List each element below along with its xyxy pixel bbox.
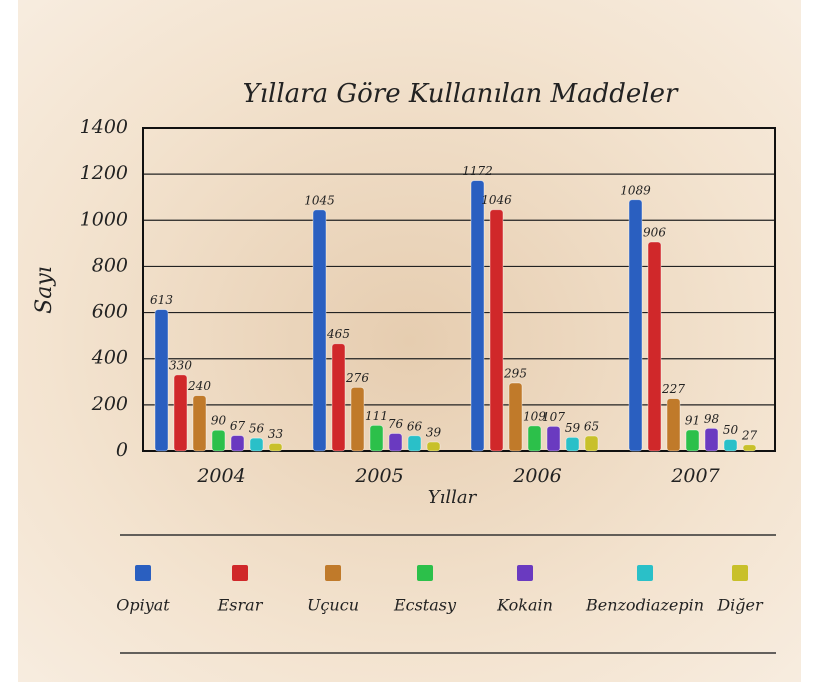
bar: [723, 439, 738, 452]
data-label: 65: [584, 420, 599, 434]
legend-swatch: [417, 565, 433, 581]
data-label: 240: [187, 379, 211, 393]
bar: [489, 209, 504, 452]
data-label: 33: [268, 427, 284, 441]
legend-swatch: [637, 565, 653, 581]
data-label: 111: [365, 409, 388, 423]
bar: [628, 199, 643, 452]
data-label: 109: [523, 409, 546, 423]
legend-label: Kokain: [496, 596, 553, 615]
bar: [388, 433, 403, 452]
bar: [249, 437, 264, 452]
data-label: 227: [661, 382, 685, 396]
bar: [508, 382, 523, 452]
bar: [350, 386, 365, 452]
data-label: 906: [643, 225, 666, 239]
data-label: 39: [426, 426, 442, 440]
y-tick-label: 0: [116, 439, 128, 461]
bar: [369, 424, 384, 452]
data-label: 295: [503, 366, 527, 380]
data-label: 50: [723, 423, 739, 437]
data-label: 98: [704, 412, 720, 426]
data-label: 1046: [481, 193, 512, 207]
bar: [173, 374, 188, 452]
y-tick-label: 1200: [80, 162, 128, 184]
bar: [470, 180, 485, 452]
x-tick-label: 2004: [196, 465, 245, 487]
y-tick-label: 200: [91, 393, 128, 415]
y-axis-label: Sayı: [32, 266, 57, 314]
data-label: 613: [150, 293, 173, 307]
data-label: 330: [169, 358, 192, 372]
legend-label: Opiyat: [116, 596, 170, 615]
legend-label: Uçucu: [307, 596, 359, 615]
bar: [666, 398, 681, 452]
legend-label: Diğer: [716, 596, 764, 615]
legend-swatch: [732, 565, 748, 581]
legend-label: Ecstasy: [393, 596, 457, 615]
data-label: 1045: [304, 193, 335, 207]
data-label: 66: [407, 419, 423, 433]
plot-frame: [142, 127, 776, 452]
y-tick-label: 800: [92, 254, 128, 276]
bar: [407, 435, 422, 452]
bar: [685, 429, 700, 452]
legend-swatch: [232, 565, 248, 581]
bar: [426, 441, 441, 452]
x-tick-label: 2006: [512, 465, 561, 487]
data-label: 465: [326, 327, 350, 341]
chart-title: Yıllara Göre Kullanılan Maddeler: [243, 79, 679, 109]
bar: [527, 425, 542, 452]
y-tick-label: 400: [91, 347, 128, 369]
bar: [647, 241, 662, 452]
legend-label: Esrar: [217, 596, 264, 615]
data-label: 76: [388, 417, 404, 431]
data-label: 276: [345, 371, 369, 385]
data-label: 67: [230, 419, 246, 433]
data-label: 91: [685, 414, 700, 428]
y-tick-label: 1000: [80, 208, 128, 230]
bar: [331, 343, 346, 452]
bar: [211, 429, 226, 452]
x-tick-label: 2005: [354, 465, 403, 487]
data-label: 59: [565, 421, 581, 435]
legend-swatch: [135, 565, 151, 581]
bar: [742, 444, 757, 452]
y-tick-label: 600: [92, 301, 128, 323]
bar: [565, 436, 580, 452]
data-label: 1089: [620, 183, 651, 197]
x-tick-label: 2007: [670, 465, 720, 487]
bar: [230, 435, 245, 452]
bar: [268, 442, 283, 452]
legend-swatch: [325, 565, 341, 581]
data-label: 107: [542, 410, 565, 424]
data-label: 27: [741, 428, 758, 442]
bar: [154, 309, 169, 452]
y-tick-label: 1400: [80, 116, 128, 138]
x-axis-label: Yıllar: [428, 487, 478, 508]
bar: [312, 209, 327, 452]
data-label: 1172: [462, 164, 493, 178]
bar: [704, 427, 719, 452]
bar: [584, 435, 599, 452]
legend-label: Benzodiazepin: [585, 596, 704, 615]
bar: [546, 425, 561, 452]
legend-swatch: [517, 565, 533, 581]
bar: [192, 395, 207, 452]
data-label: 90: [211, 414, 227, 428]
data-label: 56: [249, 422, 265, 436]
